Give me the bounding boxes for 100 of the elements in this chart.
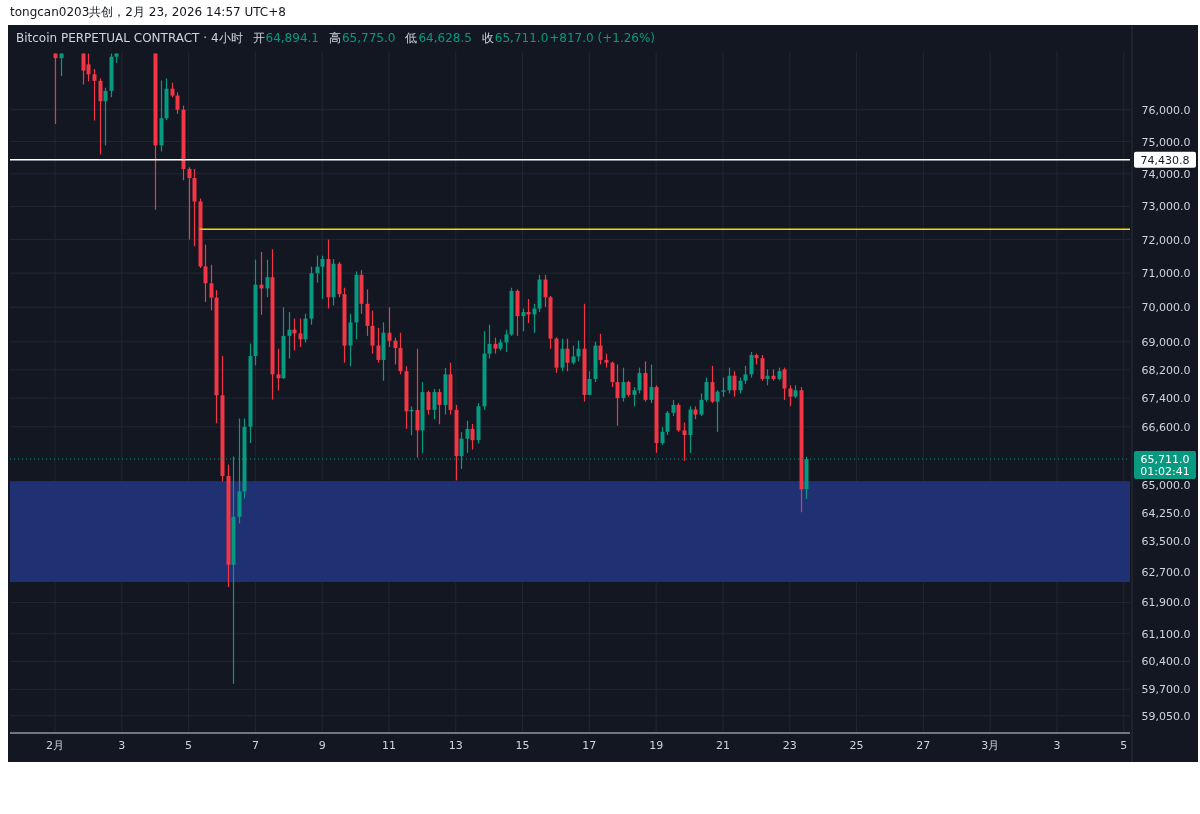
x-tick-label: 17 [582,739,597,752]
text: +817.0 (+1.26%) [549,31,656,45]
y-tick-label: 69,000.0 [1141,335,1191,349]
text: 收 [481,31,494,45]
y-tick-label: 63,500.0 [1141,535,1191,549]
candlestick [320,255,325,300]
candlestick [387,306,392,348]
candlestick [92,68,97,122]
x-tick-label: 3 [1053,739,1061,752]
candlestick [576,339,581,362]
candlestick [504,329,509,353]
y-tick-label: 64,250.0 [1141,507,1191,521]
text: 64,628.5 [418,31,472,45]
candlestick [732,370,737,398]
candlestick [265,259,270,298]
candlestick [610,360,615,388]
x-tick-label: 19 [649,739,664,752]
candlestick [287,311,292,360]
candlestick [782,367,787,401]
text: 开 [252,31,265,45]
y-tick-label: 72,000.0 [1141,233,1191,247]
candlestick [437,388,442,425]
candlestick [426,390,431,416]
candlestick [398,332,403,375]
y-tick-label: 74,000.0 [1141,167,1191,181]
x-tick-label: 5 [185,739,193,752]
ref-line-label: 65,711.0 [1140,453,1190,467]
candlestick [715,389,720,433]
text: 低 [405,31,418,45]
candlestick [521,307,526,332]
candlestick [760,354,765,382]
x-tick-label: 27 [916,739,931,752]
y-tick-label: 70,000.0 [1141,301,1191,315]
candlestick [721,376,726,398]
y-tick-label: 66,600.0 [1141,420,1191,434]
x-tick-label: 2月 [45,739,64,752]
candlestick [86,52,91,83]
candlestick [415,348,420,459]
x-tick-label: 7 [251,739,259,752]
candlestick [749,351,754,379]
candlestick [298,317,303,348]
x-tick-label: 3 [118,739,126,752]
candlestick [303,313,308,344]
y-tick-label: 61,900.0 [1141,596,1191,610]
candlestick [788,384,793,407]
text: 65,711.0 [494,31,549,45]
x-tick-label: 5 [1120,739,1128,752]
candlestick [365,288,370,337]
candlestick [393,336,398,366]
candlestick [98,77,103,155]
x-tick-label: 25 [849,739,864,752]
x-tick-label: 13 [448,739,463,752]
x-tick-label: 3月 [981,739,1000,752]
x-tick-label: 9 [318,739,326,752]
candlestick [276,348,281,392]
ref-line-label: 74,430.8 [1140,153,1190,167]
text: 高 [328,31,341,45]
candlestick [710,365,715,404]
y-tick-label: 65,000.0 [1141,479,1191,493]
candlestick [470,423,475,451]
candlestick [203,243,208,303]
candlestick [175,91,180,115]
text: 65,775.0 [341,31,396,45]
candlestick [376,327,381,364]
x-tick-label: 23 [782,739,797,752]
candlestick [315,255,320,284]
x-tick-label: 11 [381,739,396,752]
candlestick [103,87,108,146]
candlestick [621,367,626,403]
candlestick [649,363,654,404]
candlestick [565,338,570,372]
candlestick [348,313,353,367]
y-tick-label: 60,400.0 [1141,655,1191,669]
x-tick-label: 15 [515,739,530,752]
candlestick [665,410,670,436]
y-tick-label: 75,000.0 [1141,135,1191,149]
y-tick-label: 59,700.0 [1141,683,1191,697]
y-tick-label: 68,200.0 [1141,363,1191,377]
y-tick-label: 67,400.0 [1141,392,1191,406]
candlestick [187,166,192,241]
y-tick-label: 76,000.0 [1141,103,1191,117]
y-tick-label: 73,000.0 [1141,200,1191,214]
candlestick [587,370,592,396]
candlestick [543,274,548,308]
text: tongcan0203共创，2月 23, 2026 14:57 UTC+8 [10,5,286,19]
candlestick [632,386,637,407]
chart-title: Bitcoin PERPETUAL CONTRACT · 4小时 [16,31,243,45]
candlestick [370,310,375,355]
candlestick [192,168,197,247]
candlestick [699,392,704,417]
candlestick [704,376,709,403]
y-tick-label: 59,050.0 [1141,709,1191,723]
candlestick [637,367,642,395]
candlestick [432,388,437,420]
candlestick [487,324,492,360]
candlestick [465,420,470,454]
y-tick-label: 62,700.0 [1141,565,1191,579]
candlestick [682,421,687,462]
y-tick-label: 61,100.0 [1141,627,1191,641]
text: 01:02:41 [1140,465,1190,479]
